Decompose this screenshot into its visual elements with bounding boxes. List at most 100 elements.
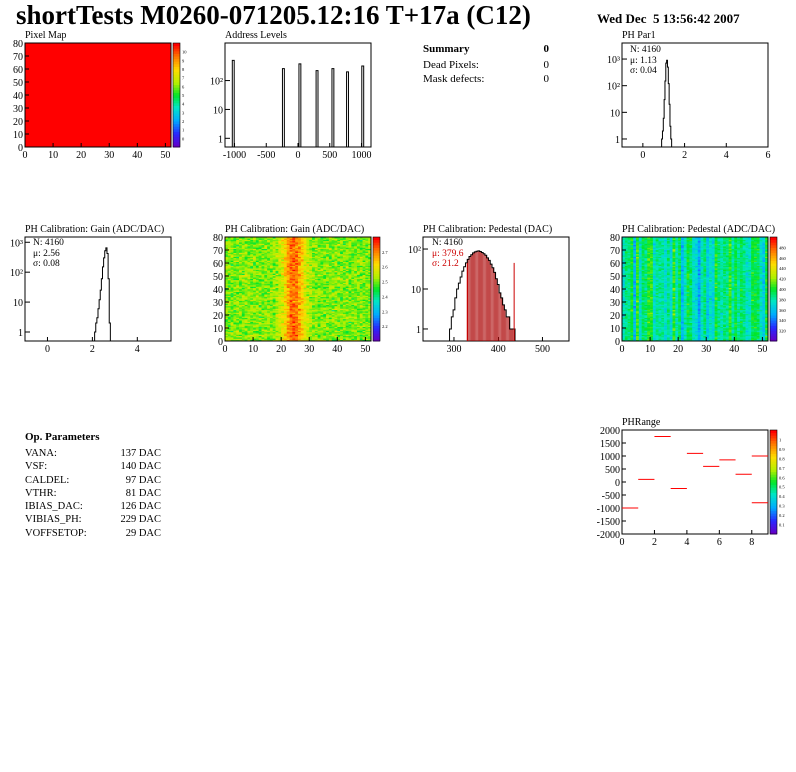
heatmap-cell xyxy=(320,274,324,277)
heatmap-cell xyxy=(236,295,240,298)
heatmap-cell xyxy=(334,276,338,278)
heatmap-cell xyxy=(227,312,231,314)
heatmap-cell xyxy=(314,265,318,268)
heatmap-cell xyxy=(233,287,237,290)
heatmap-cell xyxy=(272,289,276,291)
heatmap-cell xyxy=(289,252,293,255)
heatmap-cell xyxy=(286,305,290,308)
heatmap-cell xyxy=(292,338,296,340)
heatmap-cell xyxy=(283,302,288,304)
heatmap-cell xyxy=(253,260,257,262)
heatmap-cell xyxy=(247,250,251,252)
heatmap-cell xyxy=(300,266,304,269)
heatmap-cell xyxy=(267,243,271,246)
palette-cell xyxy=(173,126,180,130)
heatmap-cell xyxy=(298,303,302,305)
heatmap-cell xyxy=(286,272,290,274)
heatmap-cell xyxy=(345,281,349,283)
heatmap-cell xyxy=(255,281,259,283)
heatmap-cell xyxy=(295,261,299,264)
heatmap-cell xyxy=(264,305,268,308)
heatmap-cell xyxy=(292,326,296,329)
heatmap-cell xyxy=(331,269,335,272)
heatmap-cell xyxy=(295,318,299,321)
heatmap-cell xyxy=(342,303,347,305)
heatmap-cell xyxy=(278,260,282,262)
heatmap-cell xyxy=(247,324,251,326)
heatmap-cell xyxy=(278,276,282,278)
y-tick-label: 60 xyxy=(13,65,23,76)
heatmap-cell xyxy=(314,302,318,304)
heatmap-cell xyxy=(314,237,318,239)
heatmap-cell xyxy=(233,272,237,274)
heatmap-cell xyxy=(334,242,338,244)
heatmap-cell xyxy=(314,334,318,337)
heatmap-cell xyxy=(261,328,265,330)
heatmap-cell xyxy=(286,286,290,288)
heatmap-cell xyxy=(258,240,262,243)
heatmap-cell xyxy=(314,239,318,242)
heatmap-cell xyxy=(250,309,254,312)
heatmap-cell xyxy=(312,273,316,275)
heatmap-cell xyxy=(283,273,288,275)
heatmap-cell xyxy=(289,272,293,274)
heatmap-cell xyxy=(292,269,296,272)
heatmap-cell xyxy=(298,237,302,239)
heatmap-cell xyxy=(306,248,310,251)
heatmap-cell xyxy=(323,263,327,265)
heatmap-cell xyxy=(289,287,293,290)
heatmap-cell xyxy=(295,317,299,320)
heatmap-cell xyxy=(233,277,237,279)
heatmap-cell xyxy=(272,299,276,301)
heatmap-cell xyxy=(334,324,338,326)
heatmap-cell xyxy=(253,317,257,320)
heatmap-cell xyxy=(233,251,237,253)
heatmap-cell xyxy=(267,329,271,331)
heatmap-cell xyxy=(264,312,268,314)
heatmap-cell xyxy=(286,320,290,322)
heatmap-cell xyxy=(306,334,310,337)
heatmap-cell xyxy=(275,292,279,295)
heatmap-cell xyxy=(250,279,254,282)
heatmap-cell xyxy=(342,317,347,320)
heatmap-cell xyxy=(269,290,274,292)
address-peak xyxy=(346,71,349,147)
heatmap-cell xyxy=(267,273,271,275)
heatmap-cell xyxy=(269,287,274,290)
heatmap-cell xyxy=(227,291,231,294)
heatmap-cell xyxy=(331,334,335,337)
heatmap-cell xyxy=(261,305,265,308)
heatmap-cell xyxy=(289,263,293,265)
heatmap-cell xyxy=(312,252,316,255)
heatmap-cell xyxy=(300,279,304,282)
heatmap-cell xyxy=(317,321,321,324)
heatmap-cell xyxy=(331,320,335,322)
heatmap-cell xyxy=(281,311,285,313)
heatmap-cell xyxy=(345,248,349,251)
heatmap-cell xyxy=(342,329,347,331)
heatmap-cell xyxy=(253,291,257,294)
heatmap-cell xyxy=(258,290,262,292)
heatmap-cell xyxy=(264,318,268,321)
heatmap-cell xyxy=(283,292,288,295)
heatmap-cell xyxy=(295,278,299,281)
heatmap-cell xyxy=(298,270,302,273)
heatmap-cell xyxy=(345,324,349,326)
heatmap-cell xyxy=(303,296,307,299)
heatmap-cell xyxy=(314,316,318,318)
heatmap-cell xyxy=(323,237,327,239)
heatmap-cell xyxy=(317,252,321,255)
heatmap-cell xyxy=(233,246,237,248)
heatmap-cell xyxy=(340,302,344,304)
heatmap-cell xyxy=(312,256,316,259)
heatmap-cell xyxy=(253,278,257,281)
heatmap-cell xyxy=(331,279,335,282)
heatmap-cell xyxy=(298,290,302,292)
heatmap-cell xyxy=(250,264,254,266)
heatmap-cell xyxy=(247,317,251,320)
heatmap-cell xyxy=(309,309,313,312)
heatmap-cell xyxy=(286,290,290,292)
heatmap-cell xyxy=(264,316,268,318)
heatmap-cell xyxy=(261,295,265,298)
heatmap-cell xyxy=(281,289,285,291)
